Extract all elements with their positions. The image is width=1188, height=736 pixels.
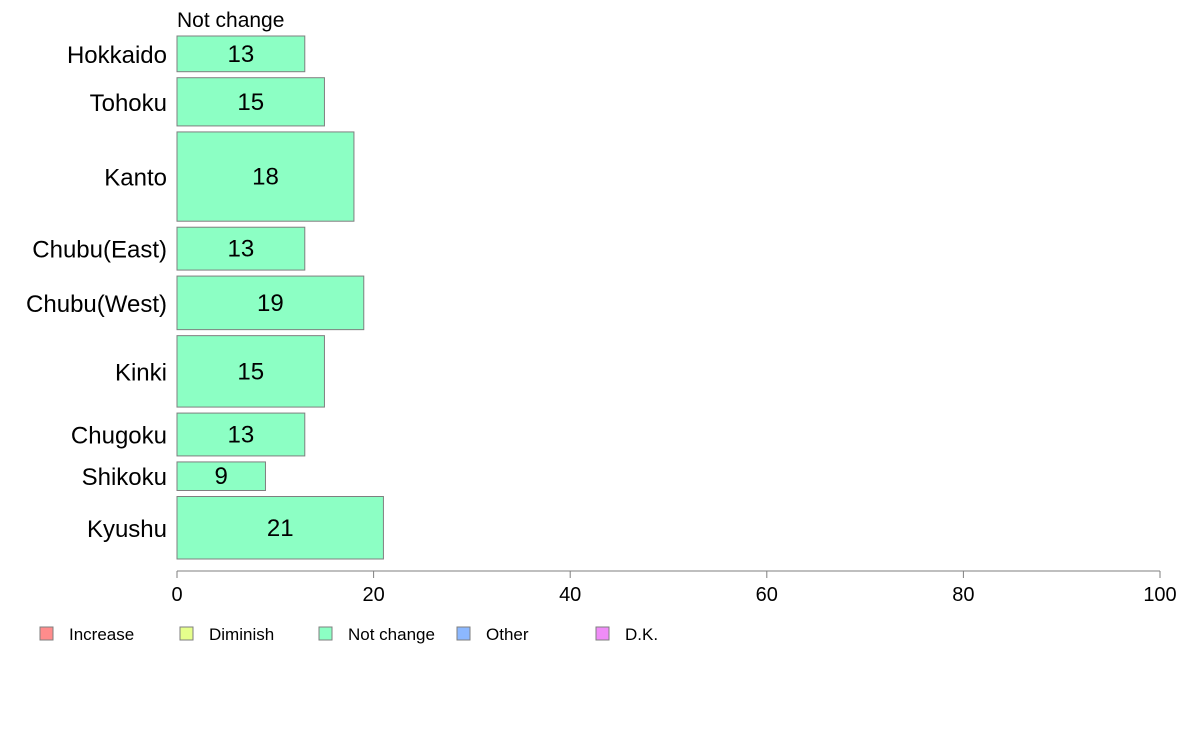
bar-group-chubu-east-: 13 Chubu(East) <box>32 226 306 271</box>
legend-item: Diminish <box>179 625 274 644</box>
legend-swatch <box>39 626 54 641</box>
bar-group-chubu-west-: 19 Chubu(West) <box>26 275 365 331</box>
x-tick-label: 40 <box>559 584 581 606</box>
category-label: Chubu(East) <box>32 237 167 264</box>
data-label: 18 <box>252 164 279 191</box>
bar-group-shikoku: 9 Shikoku <box>82 461 266 491</box>
category-label: Kyushu <box>87 516 167 543</box>
legend-item: Other <box>456 625 529 644</box>
bar <box>176 226 306 271</box>
x-tick-label: 60 <box>756 584 778 606</box>
legend-label: Other <box>486 625 529 644</box>
legend-item: D.K. <box>595 625 658 644</box>
bar-group-hokkaido: 13 Hokkaido <box>67 35 306 73</box>
legend-swatch <box>595 626 610 641</box>
x-tick-label: 0 <box>171 584 182 606</box>
legend-item: Not change <box>318 625 435 644</box>
bar <box>176 35 306 73</box>
x-tick-label: 80 <box>952 584 974 606</box>
x-tick-label: 100 <box>1143 584 1176 606</box>
bar-group-kyushu: 21 Kyushu <box>87 496 384 560</box>
category-label: Chugoku <box>71 423 167 450</box>
category-label: Kinki <box>115 359 167 386</box>
legend-swatch <box>179 626 194 641</box>
bar <box>176 131 355 222</box>
bar <box>176 77 325 127</box>
category-label: Shikoku <box>82 464 167 491</box>
bar-group-kinki: 15 Kinki <box>115 335 325 408</box>
column-title: Not change <box>177 9 284 32</box>
category-label: Chubu(West) <box>26 291 167 318</box>
bar <box>176 412 306 457</box>
legend-label: Not change <box>348 625 435 644</box>
bar-group-chugoku: 13 Chugoku <box>71 412 306 457</box>
bar <box>176 496 384 560</box>
data-label: 9 <box>215 463 228 490</box>
category-label: Kanto <box>104 165 167 192</box>
data-label: 21 <box>267 515 294 542</box>
legend-label: D.K. <box>625 625 658 644</box>
data-label: 13 <box>228 236 255 263</box>
data-label: 13 <box>228 422 255 449</box>
bar <box>176 275 365 331</box>
bars-layer: 13 Hokkaido 15 Tohoku 18 Kanto 13 Chubu(East) 19… <box>26 35 384 560</box>
data-label: 15 <box>237 358 264 385</box>
bar-group-tohoku: 15 Tohoku <box>90 77 325 127</box>
category-label: Hokkaido <box>67 42 167 69</box>
data-label: 13 <box>228 41 255 68</box>
legend-swatch <box>318 626 333 641</box>
x-axis: 0 20 40 60 80 100 <box>171 570 1177 606</box>
data-label: 15 <box>237 89 264 116</box>
legend-label: Increase <box>69 625 134 644</box>
legend: Increase Diminish Not change Other D.K. <box>39 625 658 644</box>
bar <box>176 335 325 408</box>
category-label: Tohoku <box>90 90 167 117</box>
bar-group-kanto: 18 Kanto <box>104 131 355 222</box>
data-label: 19 <box>257 290 284 317</box>
legend-swatch <box>456 626 471 641</box>
x-tick-label: 20 <box>362 584 384 606</box>
legend-label: Diminish <box>209 625 274 644</box>
legend-item: Increase <box>39 625 134 644</box>
bar <box>176 461 266 491</box>
